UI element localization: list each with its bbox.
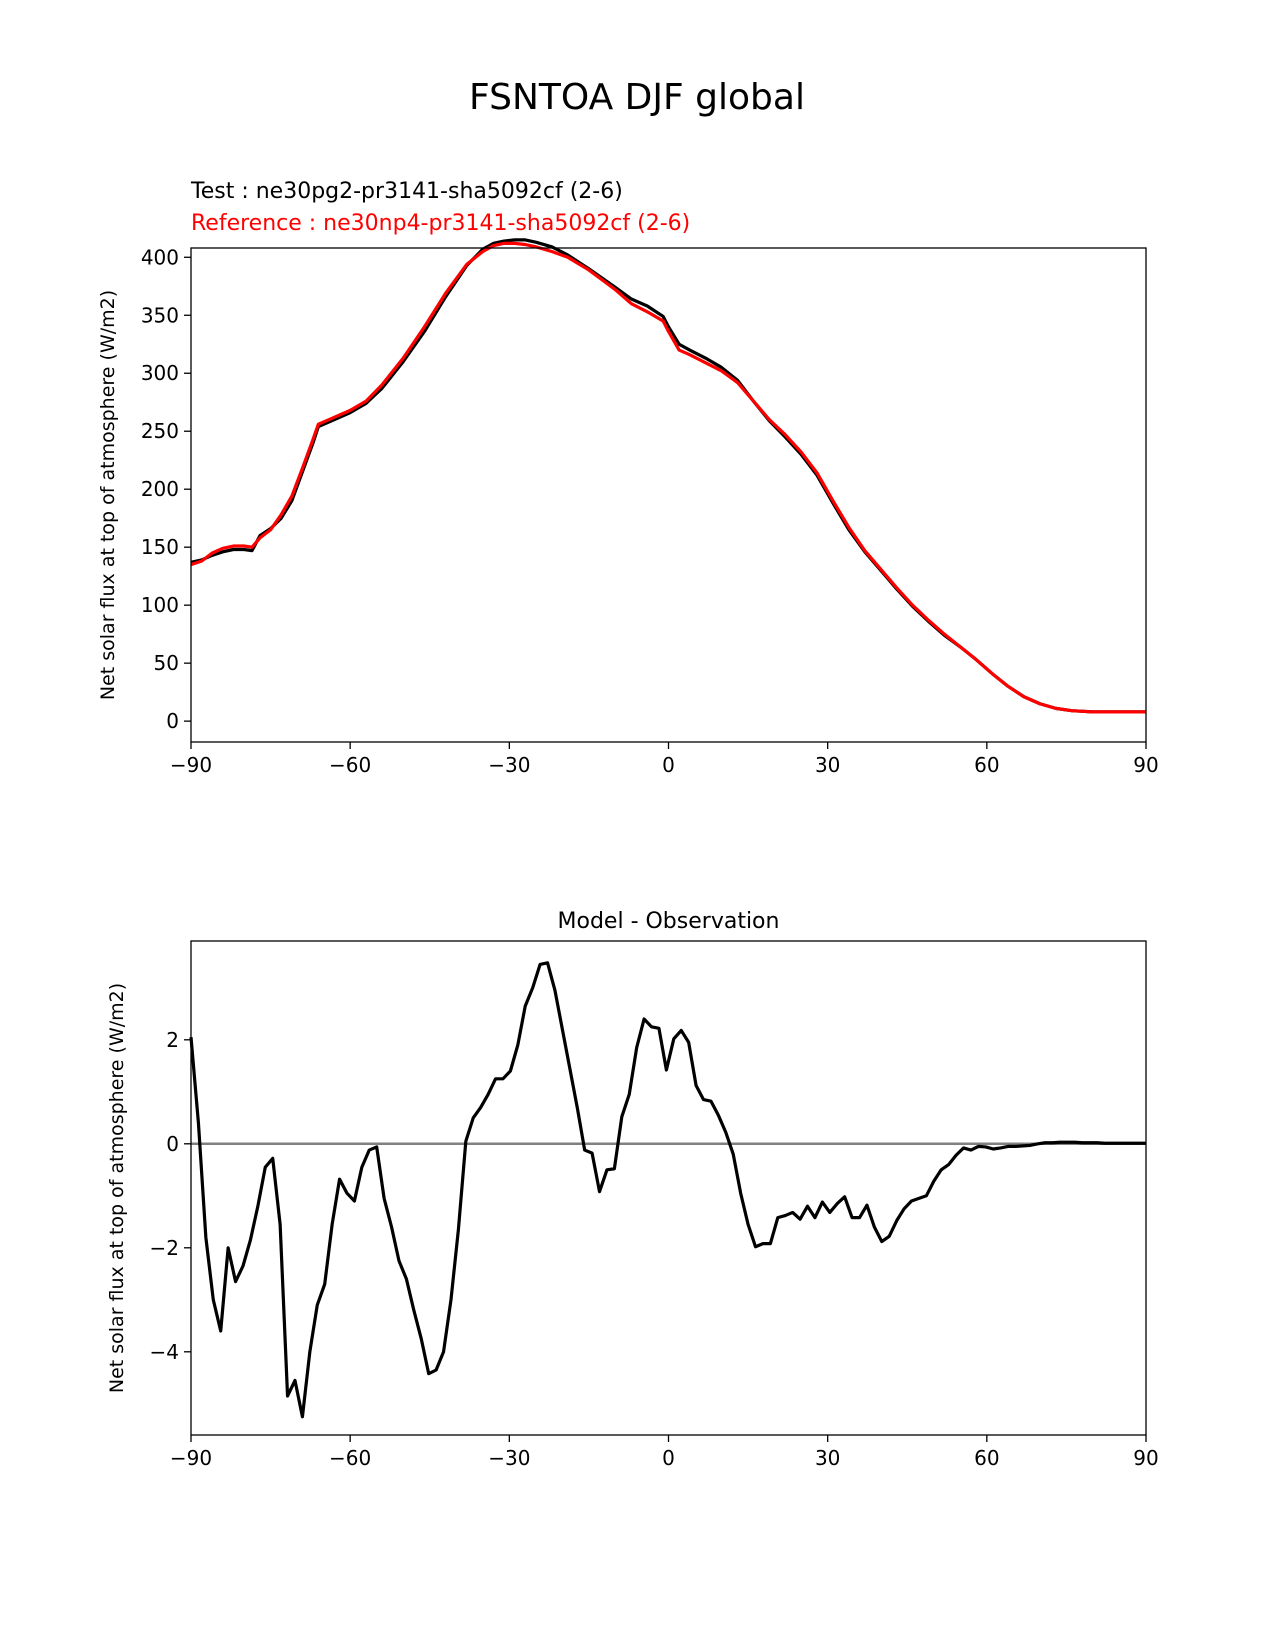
bottom-panel: Model - Observation −90 −60 −30 0 30 60 90 −4 −2… bbox=[106, 909, 1159, 1470]
series-line-0 bbox=[189, 961, 1146, 1419]
y-tick-label: −4 bbox=[150, 1340, 179, 1364]
series-line-0 bbox=[190, 238, 1146, 714]
y-axis-label: Net solar flux at top of atmosphere (W/m… bbox=[97, 290, 119, 700]
x-tick-label: 0 bbox=[662, 1446, 675, 1470]
y-axis-label: Net solar flux at top of atmosphere (W/m… bbox=[106, 983, 128, 1393]
bottom-title: Model - Observation bbox=[558, 909, 780, 934]
series-line-1 bbox=[190, 241, 1146, 714]
x-tick-label: −90 bbox=[170, 1446, 212, 1470]
x-tick-label: −30 bbox=[488, 1446, 530, 1470]
x-tick-label: 30 bbox=[815, 1446, 840, 1470]
axes-frame bbox=[190, 940, 1147, 1436]
y-tick-label: 0 bbox=[166, 1132, 179, 1156]
y-tick-label: 300 bbox=[141, 361, 179, 385]
bottom-plot-area: −90 −60 −30 0 30 60 90 −4 −2 0 2 Net solar flux at … bbox=[106, 940, 1159, 1470]
test-label: Test : ne30pg2-pr3141-sha5092cf (2-6) bbox=[190, 179, 623, 204]
y-tick-label: 400 bbox=[141, 245, 179, 269]
y-tick-label: 250 bbox=[141, 419, 179, 443]
y-tick-label: 150 bbox=[141, 535, 179, 559]
y-tick-label: 2 bbox=[166, 1028, 179, 1052]
y-tick-label: 50 bbox=[154, 651, 179, 675]
top-panel: Test : ne30pg2-pr3141-sha5092cf (2-6) Re… bbox=[97, 179, 1159, 777]
x-tick-label: −60 bbox=[329, 1446, 371, 1470]
y-tick-label: 100 bbox=[141, 593, 179, 617]
reference-label: Reference : ne30np4-pr3141-sha5092cf (2-… bbox=[191, 211, 690, 236]
x-tick-label: 90 bbox=[1133, 1446, 1158, 1470]
y-tick-label: 0 bbox=[166, 709, 179, 733]
y-tick-label: 350 bbox=[141, 303, 179, 327]
x-tick-label: 30 bbox=[815, 753, 840, 777]
axes-frame bbox=[190, 247, 1147, 743]
x-tick-label: −30 bbox=[488, 753, 530, 777]
figure-title: FSNTOA DJF global bbox=[469, 77, 805, 118]
top-plot-area: −90 −60 −30 0 30 60 90 0 50 100 150 200 250 300 350 400… bbox=[97, 238, 1159, 777]
x-tick-label: 90 bbox=[1133, 753, 1158, 777]
x-tick-label: −60 bbox=[329, 753, 371, 777]
x-tick-label: 0 bbox=[662, 753, 675, 777]
y-tick-label: 200 bbox=[141, 477, 179, 501]
x-tick-label: 60 bbox=[974, 1446, 999, 1470]
x-tick-label: −90 bbox=[170, 753, 212, 777]
x-tick-label: 60 bbox=[974, 753, 999, 777]
y-tick-label: −2 bbox=[150, 1236, 179, 1260]
